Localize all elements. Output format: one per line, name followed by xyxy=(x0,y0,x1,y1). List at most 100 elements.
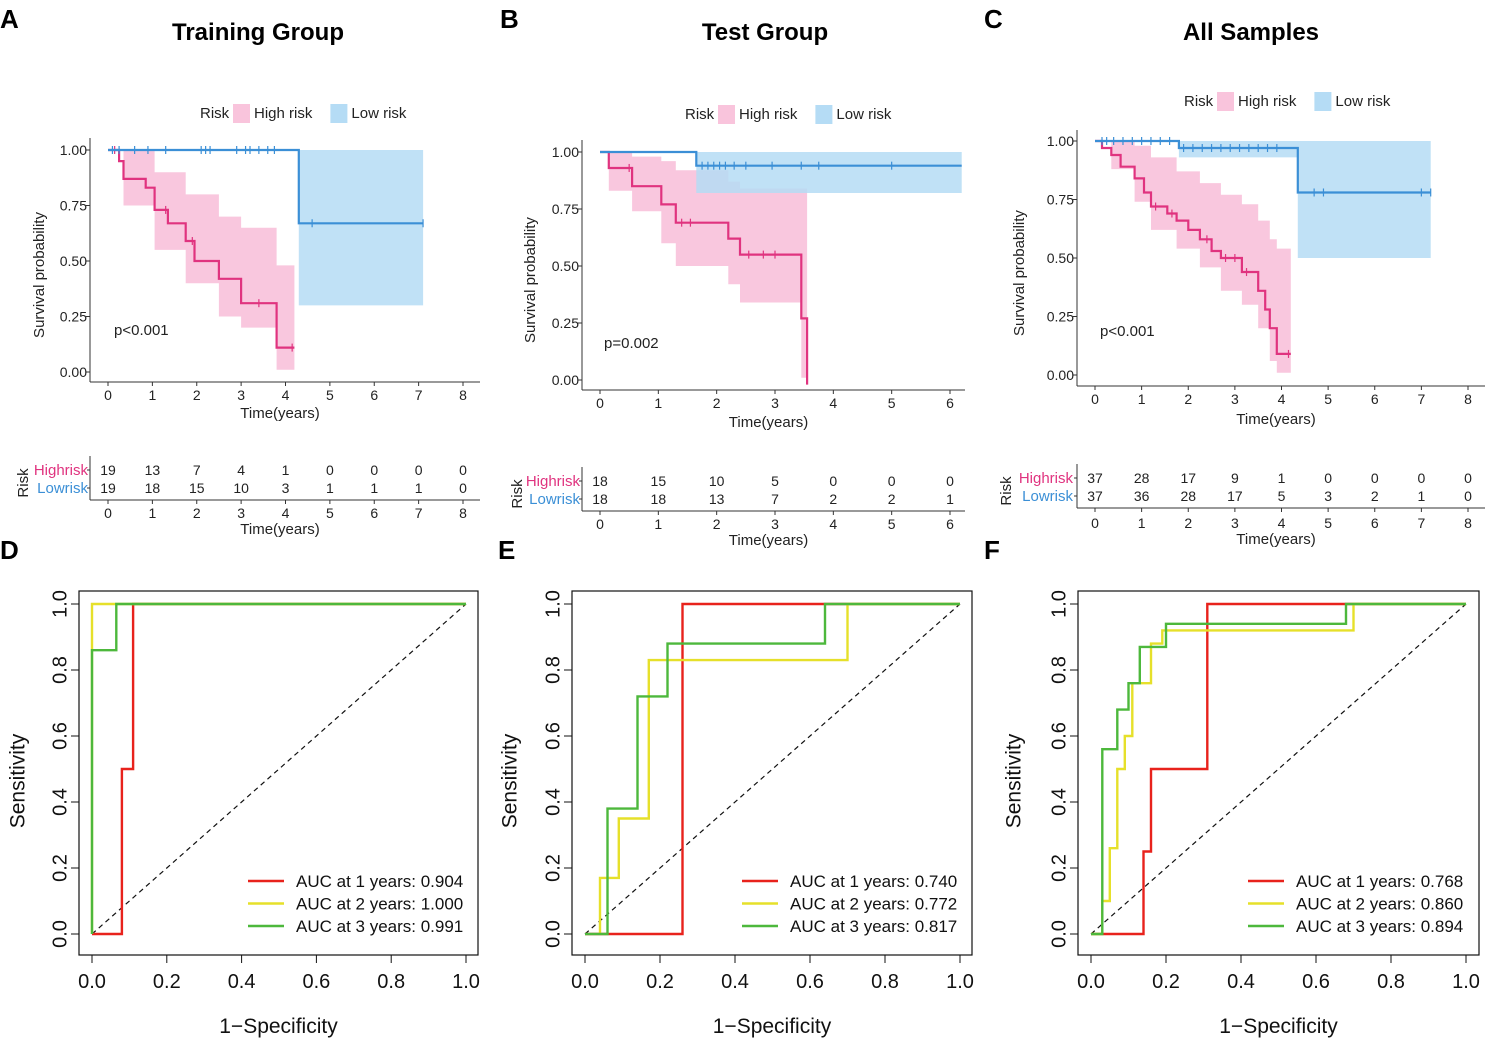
risk-row-name-highrisk: Highrisk xyxy=(34,462,89,479)
x-tick-label: 4 xyxy=(829,395,837,411)
y-axis-label: Sensitivity xyxy=(1003,733,1026,828)
legend-title: Risk xyxy=(1184,93,1214,110)
risk-x-tick-label: 2 xyxy=(713,516,721,532)
y-tick-label: 0.75 xyxy=(552,201,579,217)
risk-row-name-lowrisk: Lowrisk xyxy=(1022,488,1073,505)
legend-swatch-high xyxy=(233,104,250,123)
risk-count-lowrisk: 13 xyxy=(709,491,725,507)
x-tick-label: 1.0 xyxy=(1452,971,1480,993)
risk-count-lowrisk: 18 xyxy=(145,480,161,496)
risk-x-tick-label: 3 xyxy=(771,516,779,532)
legend-swatch-high xyxy=(1217,92,1234,111)
risk-count-lowrisk: 0 xyxy=(459,480,467,496)
risk-x-tick-label: 2 xyxy=(1184,515,1192,531)
risk-count-highrisk: 15 xyxy=(651,473,667,489)
y-tick-label: 0.0 xyxy=(1048,920,1070,948)
risk-count-highrisk: 9 xyxy=(1231,470,1239,486)
x-tick-label: 1 xyxy=(148,387,156,403)
y-tick-label: 1.0 xyxy=(49,590,71,618)
y-tick-label: 0.00 xyxy=(60,364,87,380)
panel-letter: B xyxy=(500,4,519,34)
risk-x-axis-label: Time(years) xyxy=(1236,531,1315,548)
risk-count-lowrisk: 1 xyxy=(326,480,334,496)
roc-curve-3-years xyxy=(585,602,960,936)
legend: Risk High risk Low risk xyxy=(1184,92,1391,111)
x-tick-label: 0.6 xyxy=(1302,971,1330,993)
panel-letter: C xyxy=(984,4,1003,34)
x-tick-label: 7 xyxy=(415,387,423,403)
panel-B: B Test Group Risk High risk Low risk 0.00 0.25… xyxy=(500,4,965,549)
x-axis-label: 1−Specificity xyxy=(1219,1015,1338,1038)
risk-row-name-highrisk: Highrisk xyxy=(1019,470,1074,487)
legend-label-high: High risk xyxy=(254,105,313,122)
x-tick-label: 0.6 xyxy=(302,971,330,993)
legend-label: AUC at 2 years: 0.772 xyxy=(790,895,957,914)
risk-x-tick-label: 0 xyxy=(1091,515,1099,531)
legend-label-high: High risk xyxy=(739,106,798,123)
risk-count-lowrisk: 18 xyxy=(592,491,608,507)
risk-x-axis-label: Time(years) xyxy=(729,532,808,549)
risk-table-label: Risk xyxy=(998,476,1015,506)
x-tick-label: 6 xyxy=(1371,391,1379,407)
risk-count-lowrisk: 7 xyxy=(771,491,779,507)
panel-E: E 0.0 0.0 0.2 0.2 0.4 0.4 0.6 0.6 0.8 0.8 1.0 1.0 1−S… xyxy=(498,535,974,1038)
risk-count-highrisk: 10 xyxy=(709,473,725,489)
risk-x-tick-label: 0 xyxy=(104,505,112,521)
ci-band-low-risk xyxy=(600,152,962,193)
risk-x-tick-label: 7 xyxy=(415,505,423,521)
survival-curve-low-risk xyxy=(1095,139,1431,194)
risk-count-highrisk: 28 xyxy=(1134,470,1150,486)
risk-x-tick-label: 3 xyxy=(237,505,245,521)
risk-count-highrisk: 0 xyxy=(459,462,467,478)
legend: Risk High risk Low risk xyxy=(685,105,892,124)
risk-count-highrisk: 37 xyxy=(1087,470,1103,486)
risk-count-lowrisk: 2 xyxy=(1371,488,1379,504)
roc-curve-1-years xyxy=(585,602,960,936)
y-tick-label: 0.8 xyxy=(49,656,71,684)
y-axis-label: Sensitivity xyxy=(7,733,30,828)
x-tick-label: 7 xyxy=(1417,391,1425,407)
risk-count-highrisk: 0 xyxy=(1464,470,1472,486)
x-axis-label: Time(years) xyxy=(1236,411,1315,428)
panel-title: All Samples xyxy=(1183,19,1319,46)
risk-count-lowrisk: 18 xyxy=(651,491,667,507)
p-value: p<0.001 xyxy=(114,322,169,339)
survival-curve-high-risk xyxy=(108,148,295,349)
x-tick-label: 0.4 xyxy=(721,971,749,993)
x-tick-label: 2 xyxy=(193,387,201,403)
risk-count-lowrisk: 1 xyxy=(415,480,423,496)
panel-title: Training Group xyxy=(172,19,344,46)
x-tick-label: 0.2 xyxy=(646,971,674,993)
y-tick-label: 0.4 xyxy=(1048,788,1070,816)
risk-x-tick-label: 4 xyxy=(829,516,837,532)
x-tick-label: 2 xyxy=(713,395,721,411)
x-tick-label: 3 xyxy=(1231,391,1239,407)
panel-letter: A xyxy=(0,4,19,34)
panel-title: Test Group xyxy=(702,19,828,46)
ci-band-low-risk xyxy=(1095,141,1431,258)
x-tick-label: 8 xyxy=(459,387,467,403)
legend: Risk High risk Low risk xyxy=(200,104,407,123)
risk-count-highrisk: 0 xyxy=(326,462,334,478)
risk-x-axis-label: Time(years) xyxy=(240,521,319,538)
y-tick-label: 0.00 xyxy=(552,372,579,388)
y-tick-label: 0.25 xyxy=(1047,309,1074,325)
risk-count-lowrisk: 10 xyxy=(233,480,249,496)
y-tick-label: 1.0 xyxy=(1048,590,1070,618)
risk-count-highrisk: 0 xyxy=(1371,470,1379,486)
risk-count-lowrisk: 15 xyxy=(189,480,205,496)
x-tick-label: 0 xyxy=(104,387,112,403)
panel-C: C All Samples Risk High risk Low risk 0.00 0.2… xyxy=(984,4,1485,548)
panel-F: F 0.0 0.0 0.2 0.2 0.4 0.4 0.6 0.6 0.8 0.8 1.0 1.0 1−S… xyxy=(984,535,1480,1038)
y-tick-label: 0.6 xyxy=(1048,722,1070,750)
risk-x-tick-label: 5 xyxy=(888,516,896,532)
risk-x-tick-label: 3 xyxy=(1231,515,1239,531)
legend-label: AUC at 1 years: 0.740 xyxy=(790,872,957,891)
x-tick-label: 0.4 xyxy=(1227,971,1255,993)
risk-x-tick-label: 4 xyxy=(1278,515,1286,531)
x-tick-label: 4 xyxy=(1278,391,1286,407)
risk-table-label: Risk xyxy=(509,479,526,509)
y-tick-label: 0.25 xyxy=(552,315,579,331)
x-tick-label: 0.8 xyxy=(1377,971,1405,993)
y-tick-label: 0.0 xyxy=(49,920,71,948)
